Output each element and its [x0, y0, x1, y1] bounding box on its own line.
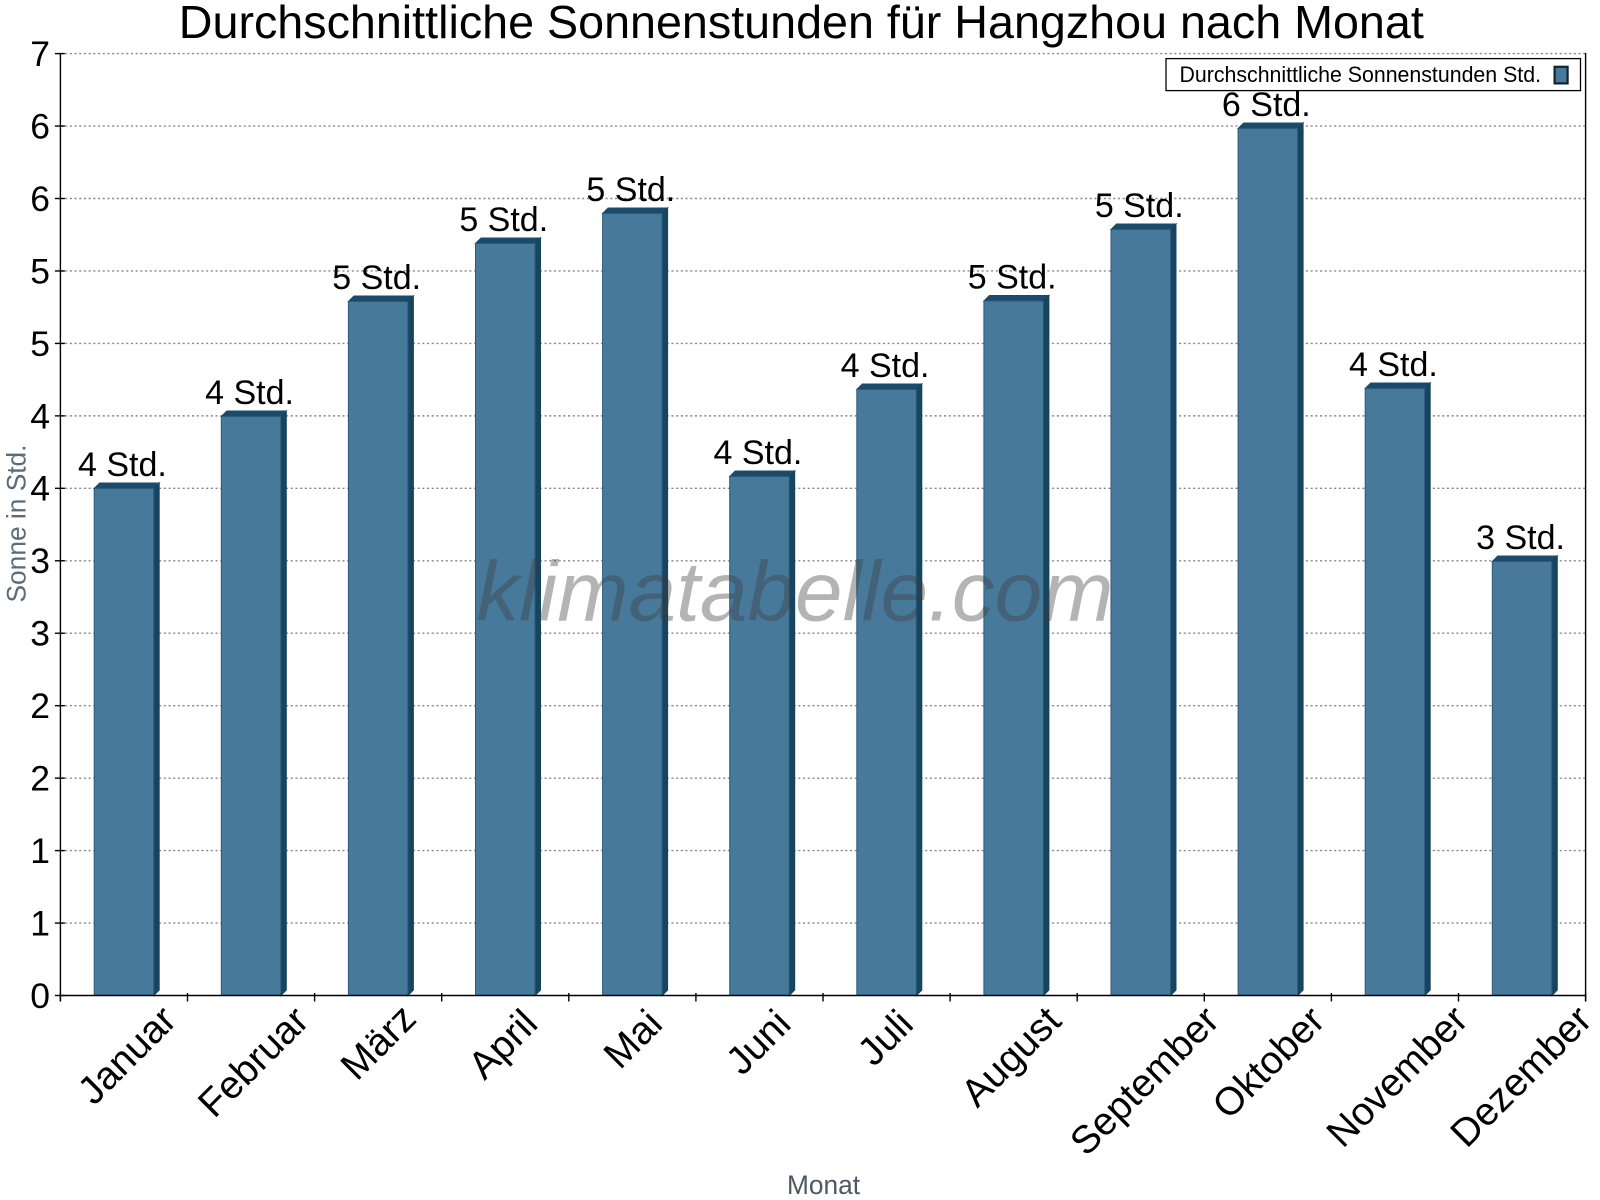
svg-text:1: 1: [30, 831, 50, 871]
svg-text:Durchschnittliche Sonnenstunde: Durchschnittliche Sonnenstunden für Hang…: [179, 0, 1424, 48]
svg-text:4 Std.: 4 Std.: [714, 434, 803, 472]
svg-text:4: 4: [30, 396, 50, 436]
svg-text:3: 3: [30, 541, 50, 581]
svg-text:Durchschnittliche Sonnenstunde: Durchschnittliche Sonnenstunden Std.: [1180, 62, 1542, 87]
svg-text:Sonne in Std.: Sonne in Std.: [2, 445, 32, 603]
svg-text:3: 3: [30, 614, 50, 654]
svg-text:Monat: Monat: [787, 1170, 860, 1200]
svg-text:6: 6: [30, 179, 50, 219]
svg-text:5: 5: [30, 324, 50, 364]
svg-text:1: 1: [30, 903, 50, 943]
svg-text:4 Std.: 4 Std.: [205, 374, 294, 412]
svg-text:klimatabelle.com: klimatabelle.com: [477, 545, 1114, 639]
svg-text:4 Std.: 4 Std.: [78, 446, 167, 484]
svg-text:2: 2: [30, 759, 50, 799]
svg-text:6: 6: [30, 106, 50, 146]
svg-text:4: 4: [30, 469, 50, 509]
svg-text:0: 0: [30, 976, 50, 1016]
svg-text:7: 7: [30, 34, 50, 74]
svg-text:5 Std.: 5 Std.: [968, 259, 1057, 297]
svg-text:4 Std.: 4 Std.: [1349, 346, 1438, 384]
svg-text:4 Std.: 4 Std.: [841, 347, 930, 385]
svg-text:6 Std.: 6 Std.: [1222, 86, 1311, 124]
svg-text:5: 5: [30, 251, 50, 291]
svg-text:5 Std.: 5 Std.: [586, 171, 675, 209]
svg-text:5 Std.: 5 Std.: [459, 201, 548, 239]
svg-text:5 Std.: 5 Std.: [1095, 187, 1184, 225]
svg-text:2: 2: [30, 686, 50, 726]
svg-text:3 Std.: 3 Std.: [1476, 519, 1565, 557]
svg-text:5 Std.: 5 Std.: [332, 259, 421, 297]
